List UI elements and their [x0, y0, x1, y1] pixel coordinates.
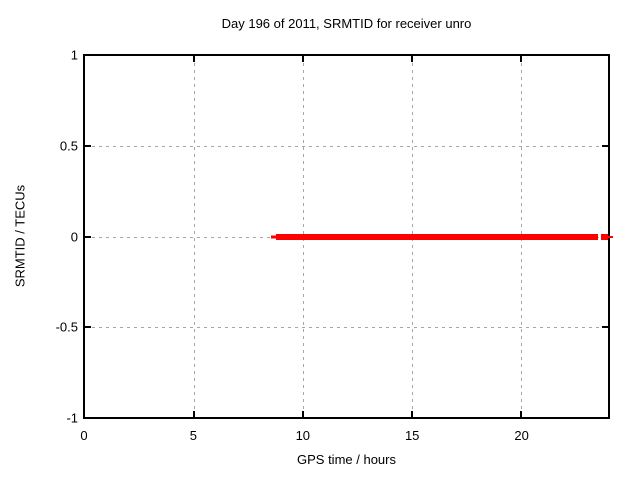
x-tick-bottom-20	[519, 411, 522, 417]
series-line-end-nub	[608, 235, 613, 238]
y-tick-label-0.5: 0.5	[59, 138, 78, 154]
x-tick-bottom-10	[301, 411, 304, 417]
x-tick-top-15	[410, 56, 413, 62]
x-tick-bottom-5	[192, 411, 195, 417]
y-tick-left-0.5	[85, 145, 91, 148]
x-tick-label-5: 5	[189, 428, 198, 443]
series-line-lead-dash	[271, 235, 276, 238]
chart-title: Day 196 of 2011, SRMTID for receiver unr…	[221, 16, 472, 31]
y-axis-label: SRMTID / TECUs	[12, 184, 28, 288]
x-tick-label-20: 20	[514, 428, 529, 443]
x-tick-label-10: 10	[295, 428, 311, 443]
x-tick-label-15: 15	[404, 428, 420, 443]
x-tick-bottom-15	[410, 411, 413, 417]
gridline-y-0.5	[85, 146, 608, 148]
gridline-y-neg0.5	[85, 326, 608, 328]
x-tick-top-10	[301, 56, 304, 62]
x-axis-label: GPS time / hours	[297, 452, 396, 467]
y-tick-label-1: 1	[70, 47, 78, 63]
y-tick-label-neg0.5: -0.5	[55, 319, 78, 335]
plot-area	[83, 54, 613, 419]
x-tick-label-0: 0	[80, 428, 88, 443]
y-tick-left-0	[85, 235, 91, 238]
series-line-segment-2	[601, 233, 608, 240]
series-line-segment-1	[276, 233, 598, 240]
x-tick-top-5	[192, 56, 195, 62]
y-tick-label-neg1: -1	[66, 410, 78, 426]
y-tick-label-0: 0	[70, 229, 78, 244]
x-tick-top-20	[519, 56, 522, 62]
y-tick-right-neg0.5	[602, 325, 608, 328]
y-tick-left-neg0.5	[85, 325, 91, 328]
y-tick-right-0.5	[602, 145, 608, 148]
